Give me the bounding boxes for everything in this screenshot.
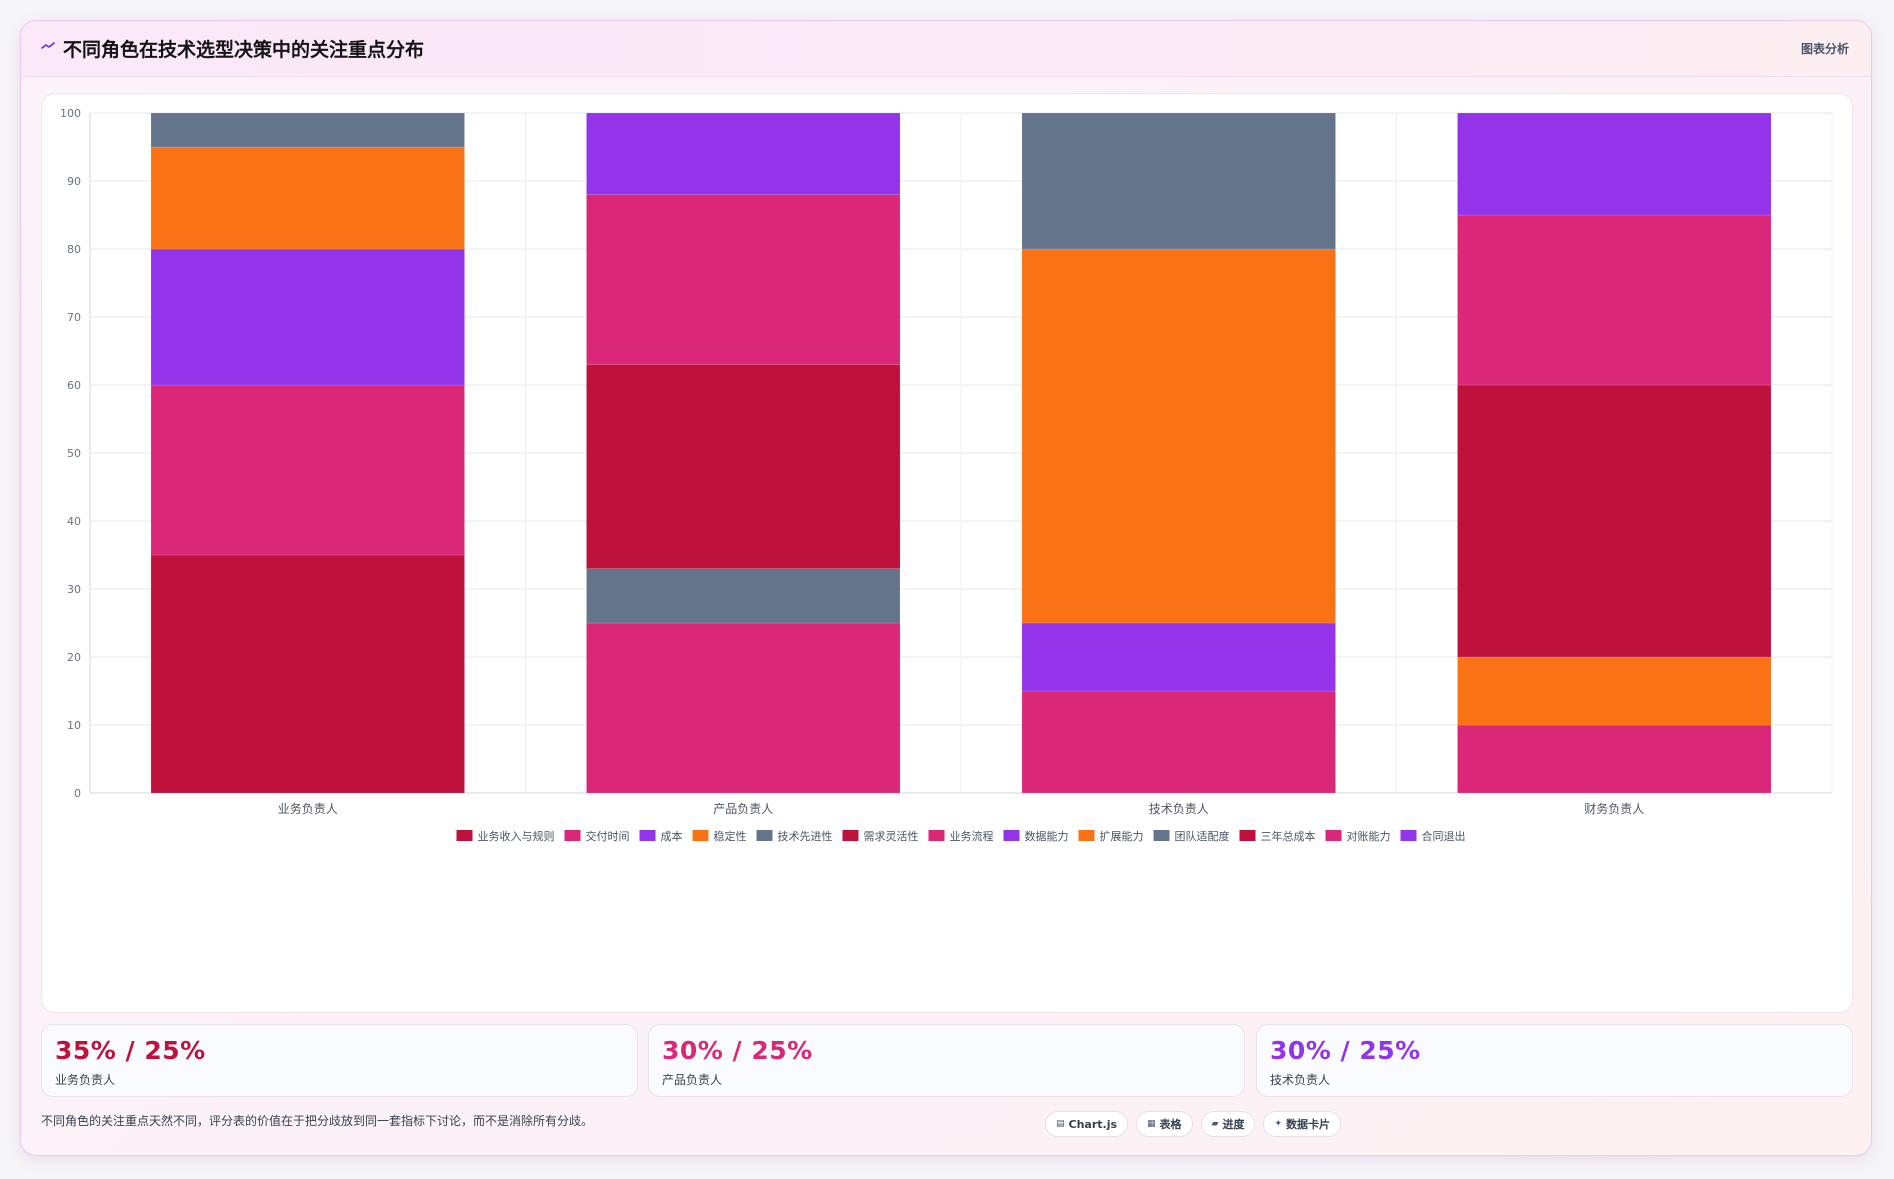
legend-swatch xyxy=(928,830,945,841)
legend-label: 团队适配度 xyxy=(1175,829,1230,843)
stat-label: 产品负责人 xyxy=(662,1073,723,1087)
bar-segment xyxy=(1021,112,1336,250)
bar-segment xyxy=(1021,248,1336,624)
y-tick-label: 10 xyxy=(67,719,81,732)
chip-table[interactable]: ▦ 表格 xyxy=(1136,1111,1193,1137)
y-tick-label: 100 xyxy=(60,107,81,120)
data-card-icon: ✦ xyxy=(1274,1119,1283,1129)
y-tick-label: 50 xyxy=(67,447,81,460)
legend-label: 需求灵活性 xyxy=(864,829,919,843)
legend-label: 交付时间 xyxy=(586,829,630,843)
legend-swatch xyxy=(1003,830,1020,841)
legend-swatch xyxy=(639,830,656,841)
bar-segment xyxy=(1457,112,1772,216)
progress-icon: ▰ xyxy=(1211,1119,1219,1129)
stacked-bar-chart: 0 10 20 30 40 50 60 70 80 90 100 业务负责人 产品负责人 技术负责人 财务负… xyxy=(60,107,1833,843)
footnote: 不同角色的关注重点天然不同，评分表的价值在于把分歧放到同一套指标下讨论，而不是消… xyxy=(41,1114,594,1128)
chart-card: 不同角色在技术选型决策中的关注重点分布 图表分析 0 10 20 30 40 50 60 70… xyxy=(20,20,1872,1156)
legend-swatch xyxy=(1325,830,1342,841)
table-icon: ▦ xyxy=(1147,1119,1156,1129)
y-tick-label: 60 xyxy=(67,379,81,392)
legend-swatch xyxy=(842,830,859,841)
bar-segment xyxy=(1021,622,1336,692)
card-header: 不同角色在技术选型决策中的关注重点分布 图表分析 xyxy=(21,21,1871,77)
legend-label: 合同退出 xyxy=(1422,829,1466,843)
chip-chartjs[interactable]: ▤ Chart.js xyxy=(1045,1111,1129,1137)
bar-segment xyxy=(1457,214,1772,386)
bar-segment xyxy=(150,554,465,794)
bar-segment xyxy=(1021,690,1336,794)
chip-label: 表格 xyxy=(1159,1118,1182,1131)
bar-segment xyxy=(586,194,901,365)
legend-label: 三年总成本 xyxy=(1261,829,1316,843)
y-tick-label: 20 xyxy=(67,651,81,664)
legend-swatch xyxy=(1078,830,1095,841)
legend-label: 对账能力 xyxy=(1347,829,1391,843)
stat-card-tech: 30% / 25% 技术负责人 xyxy=(1256,1024,1853,1097)
legend-label: 扩展能力 xyxy=(1100,829,1144,843)
y-tick-label: 70 xyxy=(67,311,81,324)
bar-segment xyxy=(586,568,901,624)
chip-progress[interactable]: ▰ 进度 xyxy=(1200,1111,1256,1137)
legend-label: 业务收入与规则 xyxy=(478,829,555,843)
y-tick-label: 90 xyxy=(67,175,81,188)
bar-segment xyxy=(150,248,465,386)
x-tick-label: 产品负责人 xyxy=(713,802,773,816)
legend-swatch xyxy=(756,830,773,841)
chart-icon: ▤ xyxy=(1056,1119,1065,1129)
chip-label: Chart.js xyxy=(1068,1117,1118,1131)
y-tick-label: 0 xyxy=(74,787,81,800)
stat-label: 技术负责人 xyxy=(1270,1073,1331,1087)
chip-data-card[interactable]: ✦ 数据卡片 xyxy=(1263,1111,1342,1137)
legend-swatch xyxy=(1239,830,1256,841)
chip-label: 数据卡片 xyxy=(1286,1118,1331,1131)
chart-title: 不同角色在技术选型决策中的关注重点分布 xyxy=(63,39,425,61)
x-tick-label: 业务负责人 xyxy=(278,801,338,816)
stat-value: 35% / 25% xyxy=(55,1036,206,1065)
legend-label: 技术先进性 xyxy=(778,829,833,843)
x-tick-label: 技术负责人 xyxy=(1149,802,1209,816)
legend-label: 稳定性 xyxy=(714,829,747,843)
trend-line-icon xyxy=(41,42,55,49)
y-tick-label: 40 xyxy=(67,515,81,528)
stat-value: 30% / 25% xyxy=(1270,1036,1421,1065)
legend-swatch xyxy=(1400,830,1417,841)
bar-segment xyxy=(1457,656,1772,726)
chip-label: 进度 xyxy=(1222,1118,1245,1131)
stat-label: 业务负责人 xyxy=(55,1073,116,1087)
legend-label: 数据能力 xyxy=(1025,829,1069,843)
stat-card-product: 30% / 25% 产品负责人 xyxy=(648,1024,1245,1097)
bar-segment xyxy=(586,364,901,569)
chart-panel: 0 10 20 30 40 50 60 70 80 90 100 业务负责人 产品负责人 技术负责人 财务负… xyxy=(41,93,1853,1013)
legend-swatch xyxy=(692,830,709,841)
legend-swatch xyxy=(456,830,473,841)
bar-segment xyxy=(1457,384,1772,658)
y-tick-label: 30 xyxy=(67,583,81,596)
bar-segment xyxy=(586,622,901,794)
y-tick-label: 80 xyxy=(67,243,81,256)
bar-segment xyxy=(586,112,901,195)
bar-segment xyxy=(1457,724,1772,794)
legend-swatch xyxy=(564,830,581,841)
view-chips: ▤ Chart.js ▦ 表格 ▰ 进度 ✦ 数据卡片 xyxy=(1045,1111,1342,1137)
bar-segment xyxy=(150,384,465,556)
bar-segment xyxy=(150,146,465,250)
legend-label: 成本 xyxy=(661,829,683,843)
stat-card-business: 35% / 25% 业务负责人 xyxy=(41,1024,638,1097)
bar-segment xyxy=(150,112,465,148)
chart-analysis-tag: 图表分析 xyxy=(1800,42,1849,56)
stat-value: 30% / 25% xyxy=(662,1036,813,1065)
legend-label: 业务流程 xyxy=(950,829,994,843)
x-tick-label: 财务负责人 xyxy=(1584,801,1644,816)
legend-swatch xyxy=(1153,830,1170,841)
